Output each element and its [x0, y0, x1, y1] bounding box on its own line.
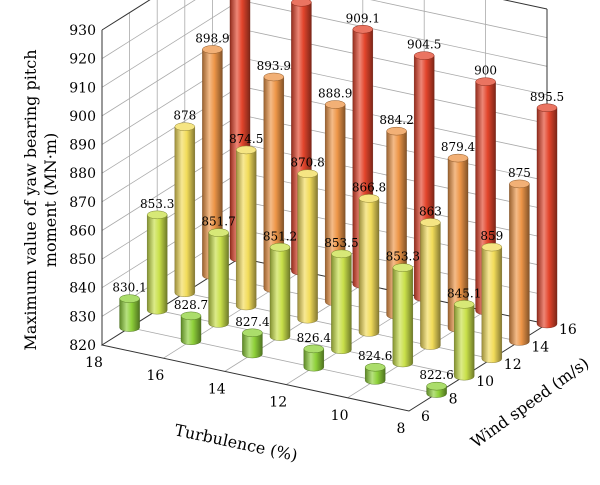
bar — [426, 381, 447, 398]
z-tick-label: 880 — [69, 166, 96, 182]
data-label: 874.5 — [229, 132, 263, 146]
x-tick-label: 18 — [85, 355, 103, 371]
axis-ticks: 820 830 840 850 860 870 880 890 900 910 920 930 18 16… — [69, 23, 577, 437]
data-label: 888.9 — [318, 86, 352, 100]
data-label: 845.1 — [447, 286, 481, 300]
bar — [146, 210, 168, 315]
data-label: 878 — [173, 109, 196, 123]
z-axis-title-line-2: moment (MN·m) — [41, 133, 60, 267]
x-axis-title: Turbulence (%) — [173, 420, 299, 465]
data-label: 893.9 — [257, 59, 291, 73]
bar — [392, 263, 414, 368]
y-tick-label: 12 — [504, 357, 522, 373]
data-label: 870.8 — [290, 156, 324, 170]
z-tick-label: 890 — [69, 138, 96, 154]
bar — [453, 300, 475, 381]
y-tick-label: 8 — [449, 392, 458, 408]
bar — [208, 228, 229, 328]
bar — [303, 344, 325, 372]
bar — [235, 145, 257, 311]
z-tick-label: 910 — [69, 80, 96, 96]
data-label: 828.7 — [174, 298, 208, 312]
x-tick-label: 8 — [397, 421, 406, 437]
data-label: 895.5 — [530, 90, 564, 104]
bar — [420, 218, 441, 350]
data-label: 830.1 — [112, 281, 146, 295]
z-axis-title-line-1: Maximum value of yaw bearing pitch — [21, 49, 40, 350]
data-label: 853.5 — [324, 236, 358, 250]
data-label: 904.5 — [407, 38, 441, 52]
bar — [358, 194, 380, 337]
bars — [119, 0, 558, 398]
z-tick-label: 820 — [69, 338, 96, 354]
data-label: 884.2 — [379, 113, 413, 127]
x-tick-label: 10 — [331, 408, 349, 424]
bar — [509, 179, 530, 346]
data-labels: 895.5900904.5909.1913.9918.7875879.4884.… — [112, 11, 564, 382]
data-label: 866.8 — [352, 180, 386, 194]
y-tick-label: 14 — [531, 339, 549, 355]
data-label: 863 — [419, 204, 442, 218]
bar — [269, 243, 291, 341]
bar — [297, 169, 318, 324]
data-label: 879.4 — [441, 140, 476, 154]
x-tick-label: 14 — [208, 381, 226, 397]
data-label: 853.3 — [386, 250, 420, 264]
data-label: 851.2 — [263, 229, 297, 243]
bar — [364, 362, 386, 385]
z-tick-label: 920 — [69, 52, 96, 68]
z-tick-label: 900 — [69, 109, 96, 125]
data-label: 898.9 — [195, 31, 229, 45]
z-tick-label: 830 — [69, 309, 96, 325]
bar — [174, 122, 196, 297]
y-tick-label: 10 — [476, 374, 494, 390]
z-tick-label: 930 — [69, 23, 96, 39]
data-label: 900 — [474, 64, 497, 78]
x-tick-label: 16 — [146, 368, 164, 384]
y-tick-label: 6 — [421, 409, 430, 425]
data-label: 851.7 — [201, 215, 235, 229]
z-tick-label: 870 — [69, 195, 96, 211]
data-label: 909.1 — [346, 11, 380, 25]
bar — [331, 249, 352, 354]
bar — [481, 242, 503, 363]
data-label: 824.6 — [358, 349, 392, 363]
data-label: 875 — [508, 166, 531, 180]
z-tick-label: 840 — [69, 281, 96, 297]
data-label: 859 — [480, 229, 503, 243]
bar — [242, 328, 263, 359]
data-label: 827.4 — [235, 315, 270, 329]
x-tick-label: 12 — [269, 395, 287, 411]
bar — [536, 103, 558, 329]
y-tick-label: 16 — [559, 322, 577, 338]
bar — [119, 294, 140, 332]
y-axis-title: Wind speed (m/s) — [467, 353, 592, 451]
z-tick-label: 860 — [69, 223, 96, 239]
data-label: 822.6 — [419, 368, 453, 382]
data-label: 853.3 — [140, 197, 174, 211]
bar — [180, 311, 202, 345]
data-label: 826.4 — [297, 331, 332, 345]
z-tick-label: 850 — [69, 252, 96, 268]
